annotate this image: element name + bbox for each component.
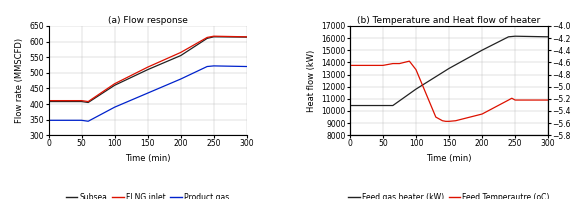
- Y-axis label: Flow rate (MMSCFD): Flow rate (MMSCFD): [15, 38, 24, 123]
- Legend: Feed gas heater (kW), Feed Temperautre (oC): Feed gas heater (kW), Feed Temperautre (…: [345, 189, 553, 199]
- X-axis label: Time (min): Time (min): [427, 154, 472, 163]
- Title: (b) Temperature and Heat flow of heater: (b) Temperature and Heat flow of heater: [357, 16, 541, 25]
- Y-axis label: Heat flow (kW): Heat flow (kW): [307, 50, 316, 112]
- Title: (a) Flow response: (a) Flow response: [108, 16, 188, 25]
- Legend: Subsea, FLNG inlet, Product gas: Subsea, FLNG inlet, Product gas: [63, 189, 232, 199]
- X-axis label: Time (min): Time (min): [125, 154, 170, 163]
